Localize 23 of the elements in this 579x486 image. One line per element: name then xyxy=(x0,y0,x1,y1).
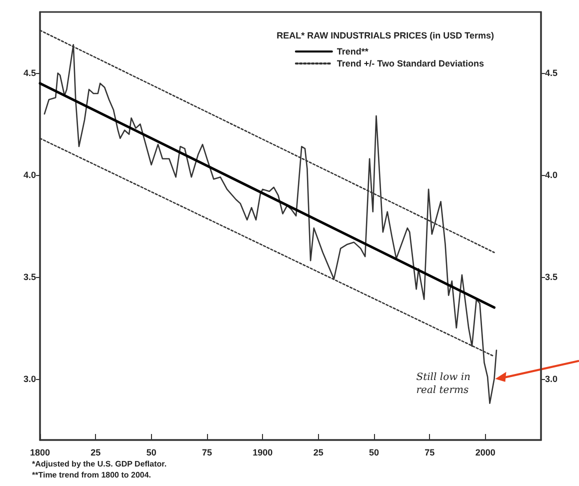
x-tick-label: 50 xyxy=(146,448,156,458)
y-tick-label: 4.5 xyxy=(23,68,36,78)
y-tick-label: 4.0 xyxy=(23,170,36,180)
x-tick-label: 1800 xyxy=(30,448,50,458)
text: **Time trend from 1800 to 2004. xyxy=(32,470,152,480)
x-tick-label: 50 xyxy=(368,448,380,458)
y-tick-label: 3.5 xyxy=(23,272,36,282)
y2-tick-label: 4.0 xyxy=(545,170,558,180)
y-tick-label: 3.0 xyxy=(23,374,36,384)
x-tick-label: 2000 xyxy=(475,448,496,458)
annotation: Still low in real terms xyxy=(416,372,470,396)
y2-tick-label: 4.5 xyxy=(545,68,558,78)
legend-label: Trend** xyxy=(336,46,369,56)
legend-label: Trend +/- Two Standard Deviations xyxy=(336,58,484,68)
y2-tick-label: 3.0 xyxy=(545,374,558,384)
legend-title: REAL* RAW INDUSTRIALS PRICES (in USD Terms) xyxy=(276,30,494,40)
x-tick-label: 75 xyxy=(202,448,212,458)
y2-tick-label: 3.5 xyxy=(545,272,558,282)
x-tick-label: 25 xyxy=(313,448,324,458)
x-tick-label: 75 xyxy=(424,448,435,458)
text: *Adjusted by the U.S. GDP Deflator. xyxy=(32,460,167,468)
x-tick-label: 25 xyxy=(90,448,101,458)
x-tick-label: 1900 xyxy=(252,448,273,458)
